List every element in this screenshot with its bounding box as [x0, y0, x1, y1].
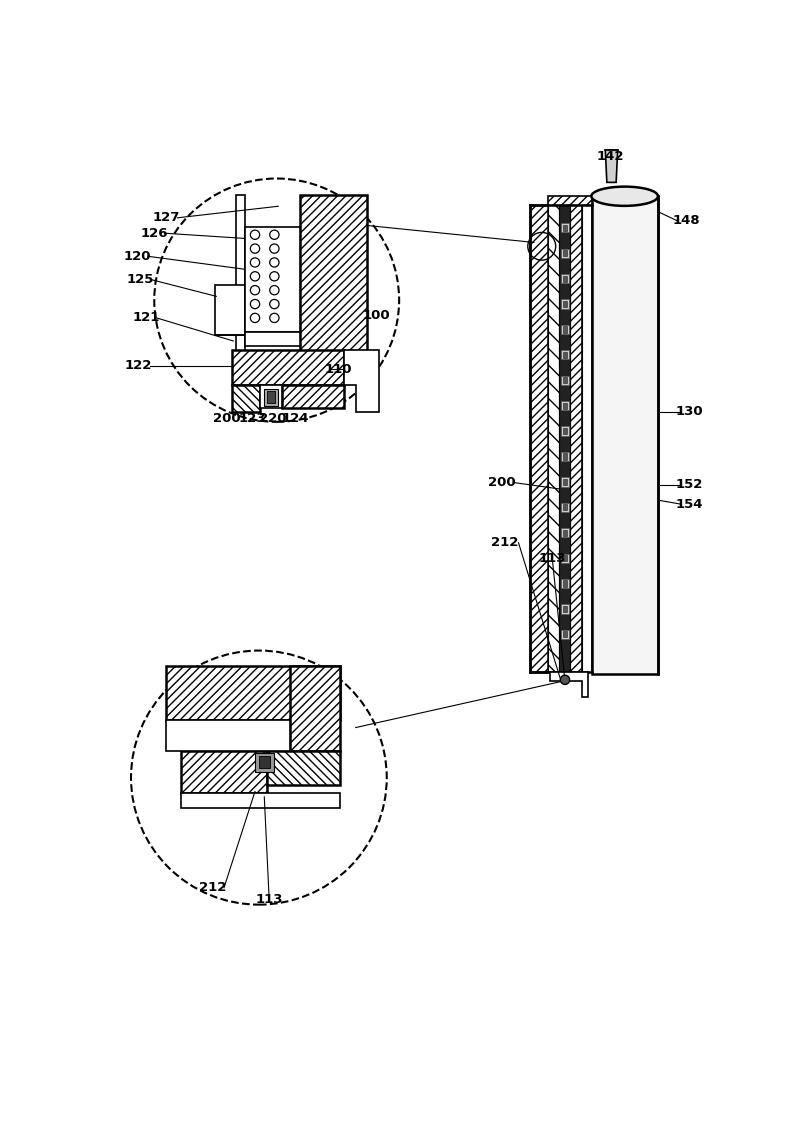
Text: 100: 100: [363, 309, 390, 322]
Bar: [561, 401, 569, 411]
Polygon shape: [166, 666, 340, 720]
Text: 113: 113: [255, 893, 282, 905]
Polygon shape: [606, 150, 618, 183]
Bar: [562, 377, 567, 384]
Bar: [561, 579, 569, 588]
Text: 124: 124: [282, 412, 309, 424]
Polygon shape: [592, 196, 658, 673]
Bar: [561, 274, 569, 283]
Polygon shape: [344, 350, 379, 412]
Text: 152: 152: [675, 478, 702, 491]
Bar: [562, 403, 567, 408]
Bar: [562, 224, 567, 231]
Text: 148: 148: [673, 214, 701, 228]
Bar: [561, 629, 569, 640]
Text: 123: 123: [238, 412, 266, 424]
Bar: [562, 276, 567, 282]
Bar: [561, 223, 569, 232]
Bar: [562, 479, 567, 485]
Bar: [562, 301, 567, 307]
Polygon shape: [570, 205, 582, 672]
Bar: [264, 388, 278, 406]
Polygon shape: [214, 285, 245, 334]
Bar: [562, 250, 567, 256]
Ellipse shape: [591, 186, 658, 205]
Bar: [561, 350, 569, 359]
Text: 125: 125: [126, 273, 154, 286]
Bar: [562, 453, 567, 460]
Bar: [561, 300, 569, 309]
Text: 212: 212: [198, 881, 226, 894]
Bar: [562, 606, 567, 611]
Bar: [562, 555, 567, 561]
Polygon shape: [182, 793, 340, 808]
Text: 200: 200: [488, 476, 515, 489]
Text: 212: 212: [491, 536, 518, 550]
Bar: [561, 553, 569, 563]
Text: 122: 122: [125, 359, 153, 373]
Polygon shape: [290, 666, 340, 751]
Bar: [259, 756, 270, 769]
Polygon shape: [550, 672, 588, 697]
Polygon shape: [182, 751, 266, 793]
Circle shape: [560, 675, 570, 684]
Bar: [561, 426, 569, 435]
Bar: [561, 452, 569, 461]
Text: 121: 121: [133, 312, 160, 324]
Bar: [562, 327, 567, 332]
Polygon shape: [282, 385, 344, 408]
Text: 130: 130: [675, 405, 703, 419]
Bar: [561, 605, 569, 614]
Bar: [561, 325, 569, 334]
Text: 110: 110: [325, 364, 353, 376]
Polygon shape: [548, 196, 592, 205]
Polygon shape: [236, 195, 245, 381]
Polygon shape: [300, 195, 367, 381]
Polygon shape: [232, 385, 261, 412]
Polygon shape: [261, 385, 282, 408]
Polygon shape: [530, 205, 548, 672]
Polygon shape: [166, 720, 290, 751]
Text: 220: 220: [259, 412, 286, 424]
Bar: [562, 504, 567, 511]
Bar: [561, 249, 569, 258]
Bar: [562, 632, 567, 637]
Text: 127: 127: [152, 211, 179, 224]
Text: 113: 113: [538, 552, 566, 564]
Polygon shape: [266, 751, 340, 785]
Polygon shape: [558, 205, 570, 672]
Polygon shape: [245, 332, 300, 347]
Text: 154: 154: [675, 498, 702, 511]
Bar: [562, 352, 567, 358]
Bar: [562, 580, 567, 587]
Bar: [562, 427, 567, 434]
Bar: [267, 392, 275, 403]
Polygon shape: [245, 227, 300, 332]
Text: 126: 126: [141, 227, 168, 240]
Polygon shape: [232, 350, 344, 385]
Bar: [561, 503, 569, 512]
Bar: [561, 528, 569, 537]
Bar: [561, 477, 569, 487]
Polygon shape: [548, 205, 558, 672]
Text: 120: 120: [123, 250, 151, 263]
Bar: [561, 376, 569, 385]
Bar: [562, 530, 567, 536]
Text: 142: 142: [596, 149, 624, 163]
Text: 200: 200: [213, 412, 240, 424]
Bar: [255, 753, 274, 772]
